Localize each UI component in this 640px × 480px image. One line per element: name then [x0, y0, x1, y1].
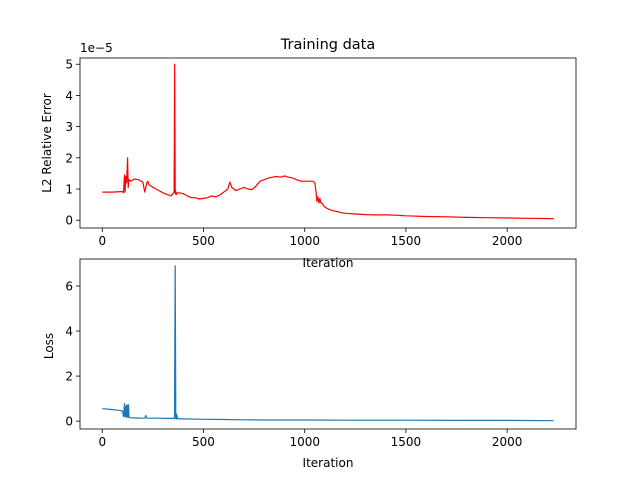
loss-x-tick-label: 500	[192, 435, 215, 449]
error-series-line	[102, 63, 554, 220]
loss-subplot: Loss Iteration 0 500 1000 1500 2000 0 2 4 6	[42, 258, 577, 470]
error-x-tick-label: 1500	[391, 234, 422, 248]
loss-y-tick-label: 4	[65, 325, 73, 339]
error-y-tick-label: 3	[65, 120, 73, 134]
loss-y-tick-label: 6	[65, 280, 73, 294]
error-x-tick-label: 500	[192, 234, 215, 248]
y-axis-label-loss: Loss	[42, 333, 56, 359]
error-x-tick-label: 1000	[289, 234, 320, 248]
error-plot-frame	[79, 57, 577, 229]
loss-x-tick-label: 2000	[492, 435, 523, 449]
error-y-tick-label: 5	[65, 58, 73, 72]
y-scale-label: 1e−5	[80, 41, 113, 55]
chart-title: Training data	[280, 37, 375, 53]
error-x-tick-label: 0	[98, 234, 106, 248]
error-subplot: Training data 1e−5 L2 Relative Error Ite…	[40, 37, 577, 270]
loss-x-tick-label: 1000	[289, 435, 320, 449]
x-axis-label: Iteration	[303, 256, 354, 270]
error-y-tick-label: 1	[65, 183, 73, 197]
loss-x-tick-label: 1500	[391, 435, 422, 449]
loss-y-tick-label: 0	[65, 415, 73, 429]
y-axis-label: L2 Relative Error	[40, 93, 54, 193]
loss-x-tick-label: 0	[98, 435, 106, 449]
loss-y-tick-label: 2	[65, 370, 73, 384]
error-y-tick-label: 2	[65, 151, 73, 165]
x-axis-label-loss: Iteration	[303, 456, 354, 470]
loss-series-line	[102, 265, 554, 422]
error-y-tick-label: 4	[65, 89, 73, 103]
error-x-tick-label: 2000	[492, 234, 523, 248]
loss-plot-frame	[79, 258, 577, 430]
error-y-tick-label: 0	[65, 214, 73, 228]
